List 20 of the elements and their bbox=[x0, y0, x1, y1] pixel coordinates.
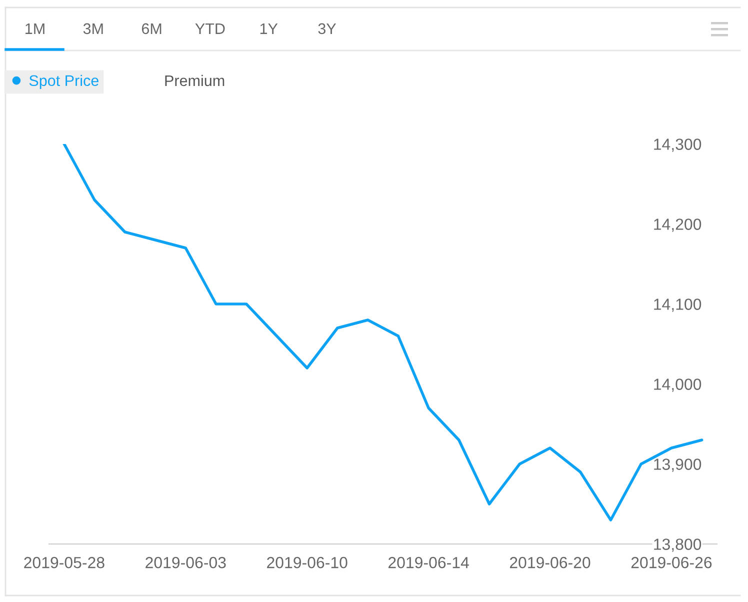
x-tick-label: 2019-05-28 bbox=[24, 556, 104, 568]
text: Premium bbox=[165, 74, 224, 86]
y-tick-label: 13,800 bbox=[654, 538, 702, 552]
x-tick-label: 2019-06-14 bbox=[388, 556, 469, 568]
legend-label: Spot Price bbox=[29, 74, 98, 90]
y-tick-label: 14,000 bbox=[654, 378, 702, 392]
y-tick-label: 14,200 bbox=[654, 218, 702, 232]
y-tick-label: 13,900 bbox=[654, 458, 702, 472]
x-tick-label: 2019-06-26 bbox=[631, 556, 712, 568]
y-tick-label: 14,300 bbox=[654, 138, 702, 152]
y-tick-label: 14,100 bbox=[654, 298, 702, 312]
x-tick-label: 2019-06-10 bbox=[267, 556, 348, 568]
x-tick-label: 2019-06-03 bbox=[146, 556, 226, 568]
x-tick-label: 2019-06-20 bbox=[510, 556, 590, 568]
text: 1M bbox=[26, 23, 44, 34]
text: 3M bbox=[83, 23, 103, 34]
text: 1Y bbox=[260, 23, 278, 34]
text: YTD bbox=[195, 23, 225, 34]
text: 3Y bbox=[318, 23, 336, 34]
text: 6M bbox=[142, 23, 162, 34]
